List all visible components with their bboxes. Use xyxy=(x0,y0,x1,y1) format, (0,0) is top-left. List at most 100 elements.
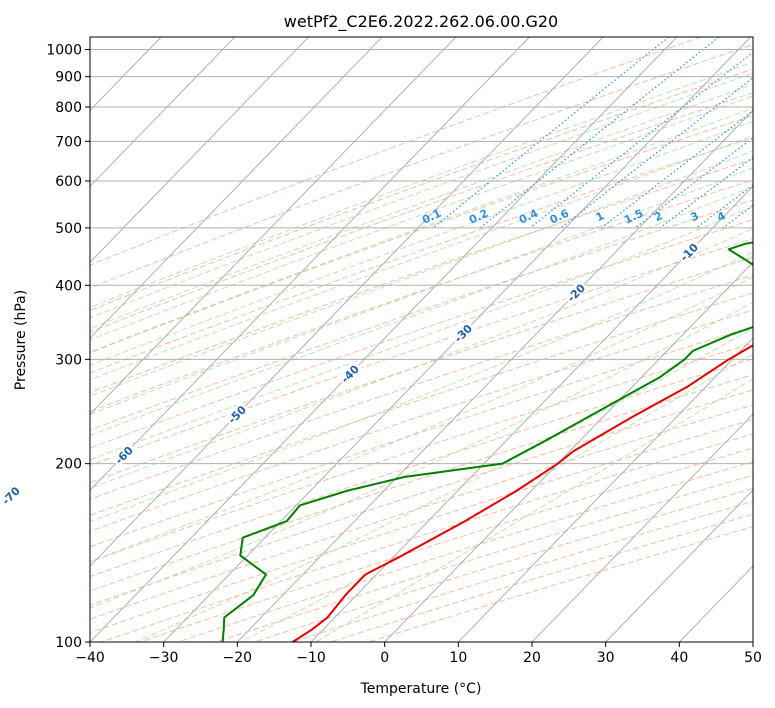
moist-adiabat-line xyxy=(90,251,753,523)
isotherm-line xyxy=(531,413,753,642)
pressure-gridlines xyxy=(90,49,753,642)
isotherm-label-bg xyxy=(110,441,136,468)
isotherm-label-bg xyxy=(449,319,476,346)
y-tick-label: 800 xyxy=(55,100,82,116)
mixing-ratio-label: 0.2 xyxy=(467,207,490,227)
y-tick-label: 1000 xyxy=(46,43,82,59)
x-tick-label: 30 xyxy=(597,650,615,666)
x-tick-label: 20 xyxy=(523,650,541,666)
dry-adiabat-line xyxy=(176,461,753,642)
y-tick-label: 900 xyxy=(55,70,82,86)
isotherm-line xyxy=(310,185,753,642)
mixing-ratio-line xyxy=(659,156,753,229)
moist-adiabat-line xyxy=(240,353,753,642)
mixing-ratio-line xyxy=(762,37,775,228)
moist-adiabat-line xyxy=(90,107,753,353)
mixing-ratio-label: 0.1 xyxy=(420,207,443,227)
dry-adiabat-line xyxy=(90,419,753,634)
moist-adiabat-line xyxy=(90,301,753,609)
dry-adiabat-line xyxy=(90,256,753,484)
y-tick-label: 500 xyxy=(55,221,82,237)
dry-adiabat-line xyxy=(90,342,753,563)
dry-adiabat-line xyxy=(90,158,753,394)
isotherm-line xyxy=(752,641,753,642)
isotherm-label-bg xyxy=(223,401,250,427)
isotherm-line xyxy=(90,37,457,415)
dry-adiabat-line xyxy=(90,389,753,606)
moist-adiabat-line xyxy=(90,120,753,366)
dry-adiabat-line xyxy=(90,44,753,289)
isotherm-label: -70 xyxy=(0,482,23,508)
isotherm-line xyxy=(90,37,236,188)
isotherm-line xyxy=(457,337,753,642)
isotherm-label: -10 xyxy=(675,238,702,265)
mixing-ratio-line xyxy=(560,77,753,229)
moist-adiabat-line xyxy=(90,276,753,562)
isotherm-line xyxy=(90,37,383,339)
moist-adiabat-line xyxy=(90,134,753,381)
dry-adiabat-line xyxy=(90,199,753,431)
dry-adiabat-line xyxy=(90,238,753,467)
y-tick-label: 700 xyxy=(55,134,82,150)
dry-adiabat-line xyxy=(90,292,753,516)
isotherm-line xyxy=(236,109,753,642)
x-tick-label: −10 xyxy=(296,650,326,666)
moist-adiabat-line xyxy=(135,327,753,642)
isotherm-label: -30 xyxy=(449,319,476,346)
y-tick-label: 600 xyxy=(55,174,82,190)
profile-series xyxy=(221,241,753,642)
isotherm-line xyxy=(90,37,309,263)
isotherm-line xyxy=(0,37,14,642)
x-axis-title: Temperature (°C) xyxy=(360,681,482,697)
mixing-ratio-line xyxy=(634,137,753,229)
temperature-profile-line xyxy=(292,344,753,642)
line-labels: 0.10.20.40.611.5234-100-90-80-70-60-50-4… xyxy=(0,207,728,508)
mixing-ratio-label: 3 xyxy=(689,209,701,224)
axes: −40 −30 −20 −10 0 10 20 30 40 50 100 200 300 400 500 60… xyxy=(46,43,762,666)
x-tick-label: −40 xyxy=(75,650,105,666)
y-tick-label: 200 xyxy=(55,457,82,473)
moist-adiabat-line xyxy=(90,205,753,461)
mixing-ratio-label: 1 xyxy=(594,209,606,224)
moist-adiabat-line xyxy=(90,227,753,489)
moist-adiabat-line xyxy=(90,83,753,330)
mixing-ratio-line xyxy=(722,204,753,229)
mixing-ratio-label: 0.4 xyxy=(517,207,540,227)
moist-adiabat-line xyxy=(90,185,753,436)
background-lines xyxy=(0,37,775,642)
y-tick-label: 300 xyxy=(55,352,82,368)
mixing-ratio-line xyxy=(695,184,753,229)
isotherm-line xyxy=(384,261,753,642)
x-tick-label: −20 xyxy=(223,650,253,666)
dry-adiabat-line xyxy=(366,526,753,642)
isotherm-line xyxy=(90,37,530,491)
isotherm-label-bg xyxy=(0,482,23,508)
dry-adiabat-line xyxy=(90,115,753,354)
dry-adiabat-line xyxy=(90,37,702,266)
x-tick-label: −30 xyxy=(149,650,179,666)
isotherm-line xyxy=(90,37,678,642)
mixing-ratio-line xyxy=(479,37,720,229)
y-tick-label: 400 xyxy=(55,278,82,294)
dry-adiabat-line xyxy=(138,447,753,642)
x-tick-label: 0 xyxy=(380,650,389,666)
mixing-ratio-line xyxy=(601,110,753,229)
x-tick-label: 10 xyxy=(449,650,467,666)
mixing-ratio-line xyxy=(432,37,670,229)
dewpoint-profile-line xyxy=(221,241,753,642)
x-tick-label: 50 xyxy=(744,650,762,666)
dry-adiabat-line xyxy=(90,179,753,413)
isotherm-line xyxy=(605,489,753,642)
dry-adiabat-line xyxy=(214,474,753,642)
y-tick-label: 100 xyxy=(55,635,82,651)
isotherm-label: -40 xyxy=(336,360,363,386)
isotherm-label-bg xyxy=(675,238,702,265)
moist-adiabat-line xyxy=(315,378,753,642)
mixing-ratio-label: 1.5 xyxy=(622,207,645,227)
dry-adiabat-line xyxy=(90,68,753,311)
isotherm-label-bg xyxy=(336,360,363,386)
isotherm-label-bg xyxy=(562,279,589,305)
moist-adiabat-line xyxy=(90,150,753,397)
